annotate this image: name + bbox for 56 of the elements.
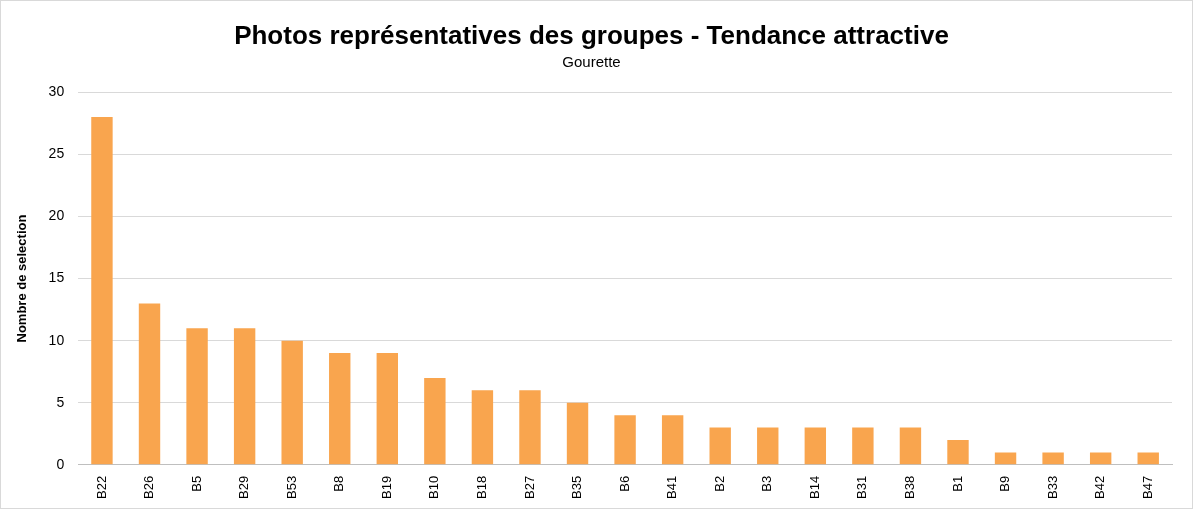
- x-tick-label: B3: [759, 475, 775, 492]
- x-tick-label: B18: [473, 475, 489, 500]
- bar: [804, 427, 827, 465]
- x-tick-label: B47: [1139, 475, 1155, 500]
- x-tick-label: B27: [521, 475, 537, 500]
- bar: [186, 328, 208, 465]
- bar: [994, 452, 1017, 465]
- bar: [281, 340, 303, 465]
- bar: [519, 390, 541, 465]
- x-tick-label: B38: [902, 475, 918, 500]
- bar: [1089, 452, 1112, 465]
- bar: [614, 415, 636, 465]
- bar: [424, 377, 446, 465]
- bar: [138, 303, 161, 465]
- bar: [1042, 452, 1064, 465]
- x-tick-label: B10: [426, 475, 442, 500]
- x-tick-label: B5: [188, 475, 204, 492]
- bar: [471, 390, 494, 465]
- bar: [661, 415, 684, 465]
- bar: [947, 440, 969, 465]
- y-axis-title: Nombre de selection: [14, 214, 30, 343]
- chart-subtitle: Gourette: [562, 53, 621, 71]
- x-tick-label: B33: [1044, 475, 1060, 500]
- x-tick-label: B8: [331, 475, 347, 492]
- x-tick-label: B19: [378, 475, 394, 500]
- y-tick-label: 10: [48, 331, 65, 348]
- bar: [709, 427, 731, 465]
- x-tick-label: B29: [236, 475, 252, 500]
- bar: [757, 427, 779, 465]
- y-tick-label: 30: [48, 83, 65, 100]
- x-tick-label: B31: [854, 475, 870, 500]
- y-tick-label: 15: [48, 269, 65, 286]
- x-tick-label: B9: [997, 475, 1013, 492]
- x-tick-label: B14: [806, 475, 822, 500]
- x-tick-label: B35: [569, 475, 585, 500]
- x-tick-label: B41: [664, 475, 680, 500]
- x-tick-label: B22: [93, 475, 109, 500]
- y-tick-label: 20: [48, 207, 65, 224]
- x-tick-label: B26: [141, 475, 157, 500]
- x-tick-label: B53: [283, 475, 299, 500]
- x-tick-label: B1: [949, 475, 965, 492]
- bar: [376, 353, 398, 465]
- y-tick-label: 5: [56, 393, 65, 410]
- bar: [852, 427, 874, 465]
- bar: [329, 353, 351, 465]
- y-tick-label: 0: [56, 455, 65, 472]
- x-tick-label: B42: [1092, 475, 1108, 500]
- bar: [91, 117, 113, 465]
- x-tick-label: B2: [711, 475, 727, 492]
- bar: [233, 328, 256, 465]
- bar: [1137, 452, 1159, 465]
- y-tick-label: 25: [48, 145, 65, 162]
- bar: [566, 402, 589, 465]
- bar: [899, 427, 922, 465]
- x-tick-label: B6: [616, 475, 632, 492]
- chart-title: Photos représentatives des groupes - Tendance attractive: [234, 19, 949, 50]
